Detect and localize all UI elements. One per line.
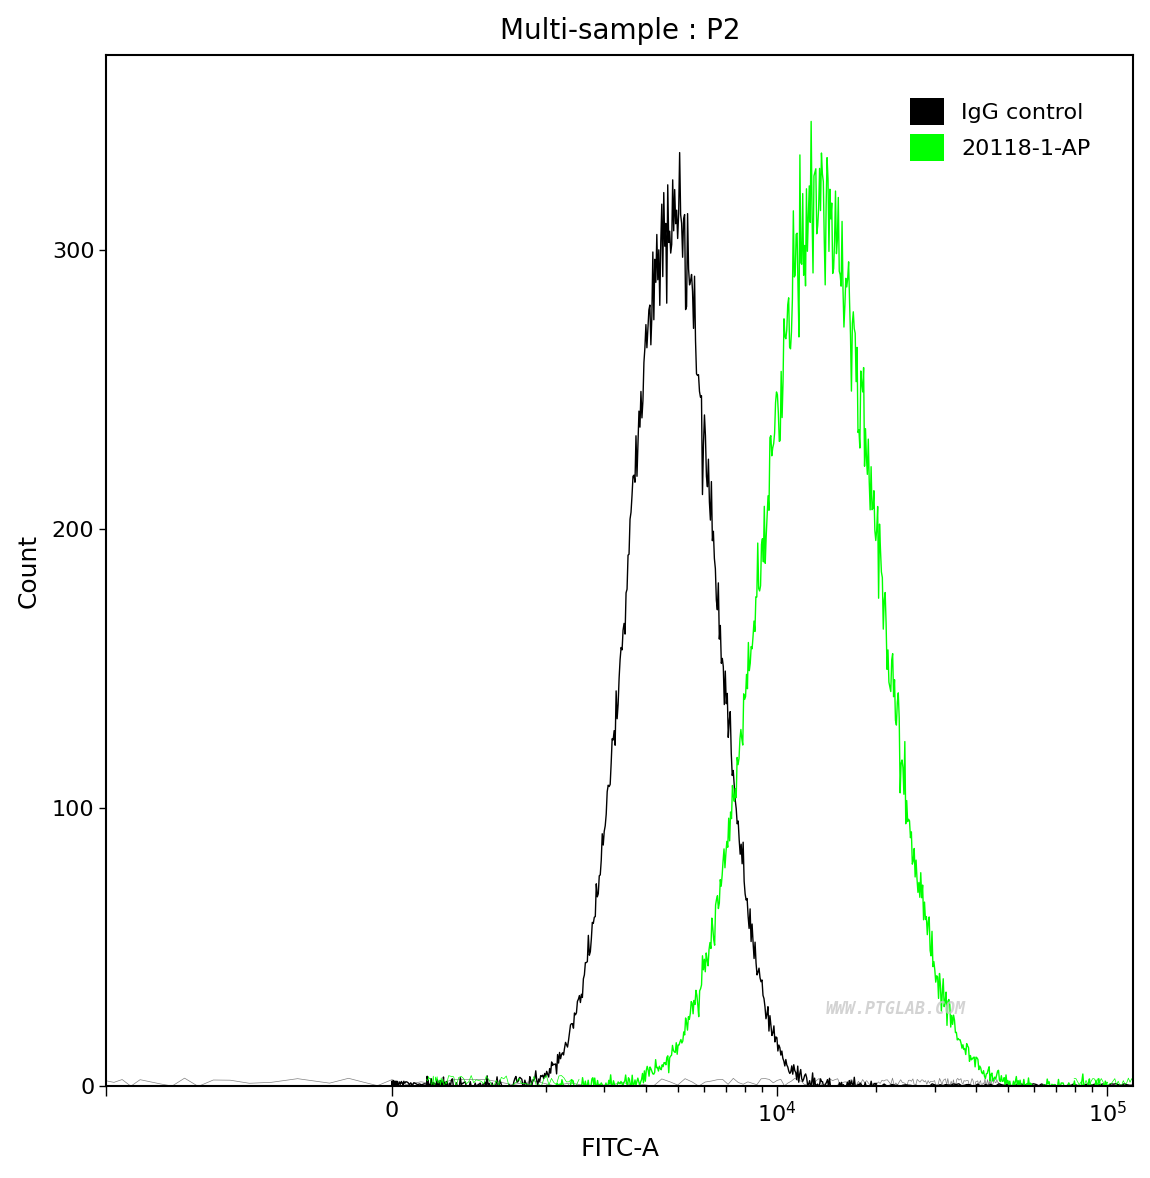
Legend: IgG control, 20118-1-AP: IgG control, 20118-1-AP	[899, 87, 1102, 172]
Title: Multi-sample : P2: Multi-sample : P2	[499, 16, 739, 45]
Text: WWW.PTGLAB.COM: WWW.PTGLAB.COM	[826, 1000, 965, 1018]
Y-axis label: Count: Count	[16, 534, 40, 608]
X-axis label: FITC-A: FITC-A	[581, 1137, 659, 1162]
